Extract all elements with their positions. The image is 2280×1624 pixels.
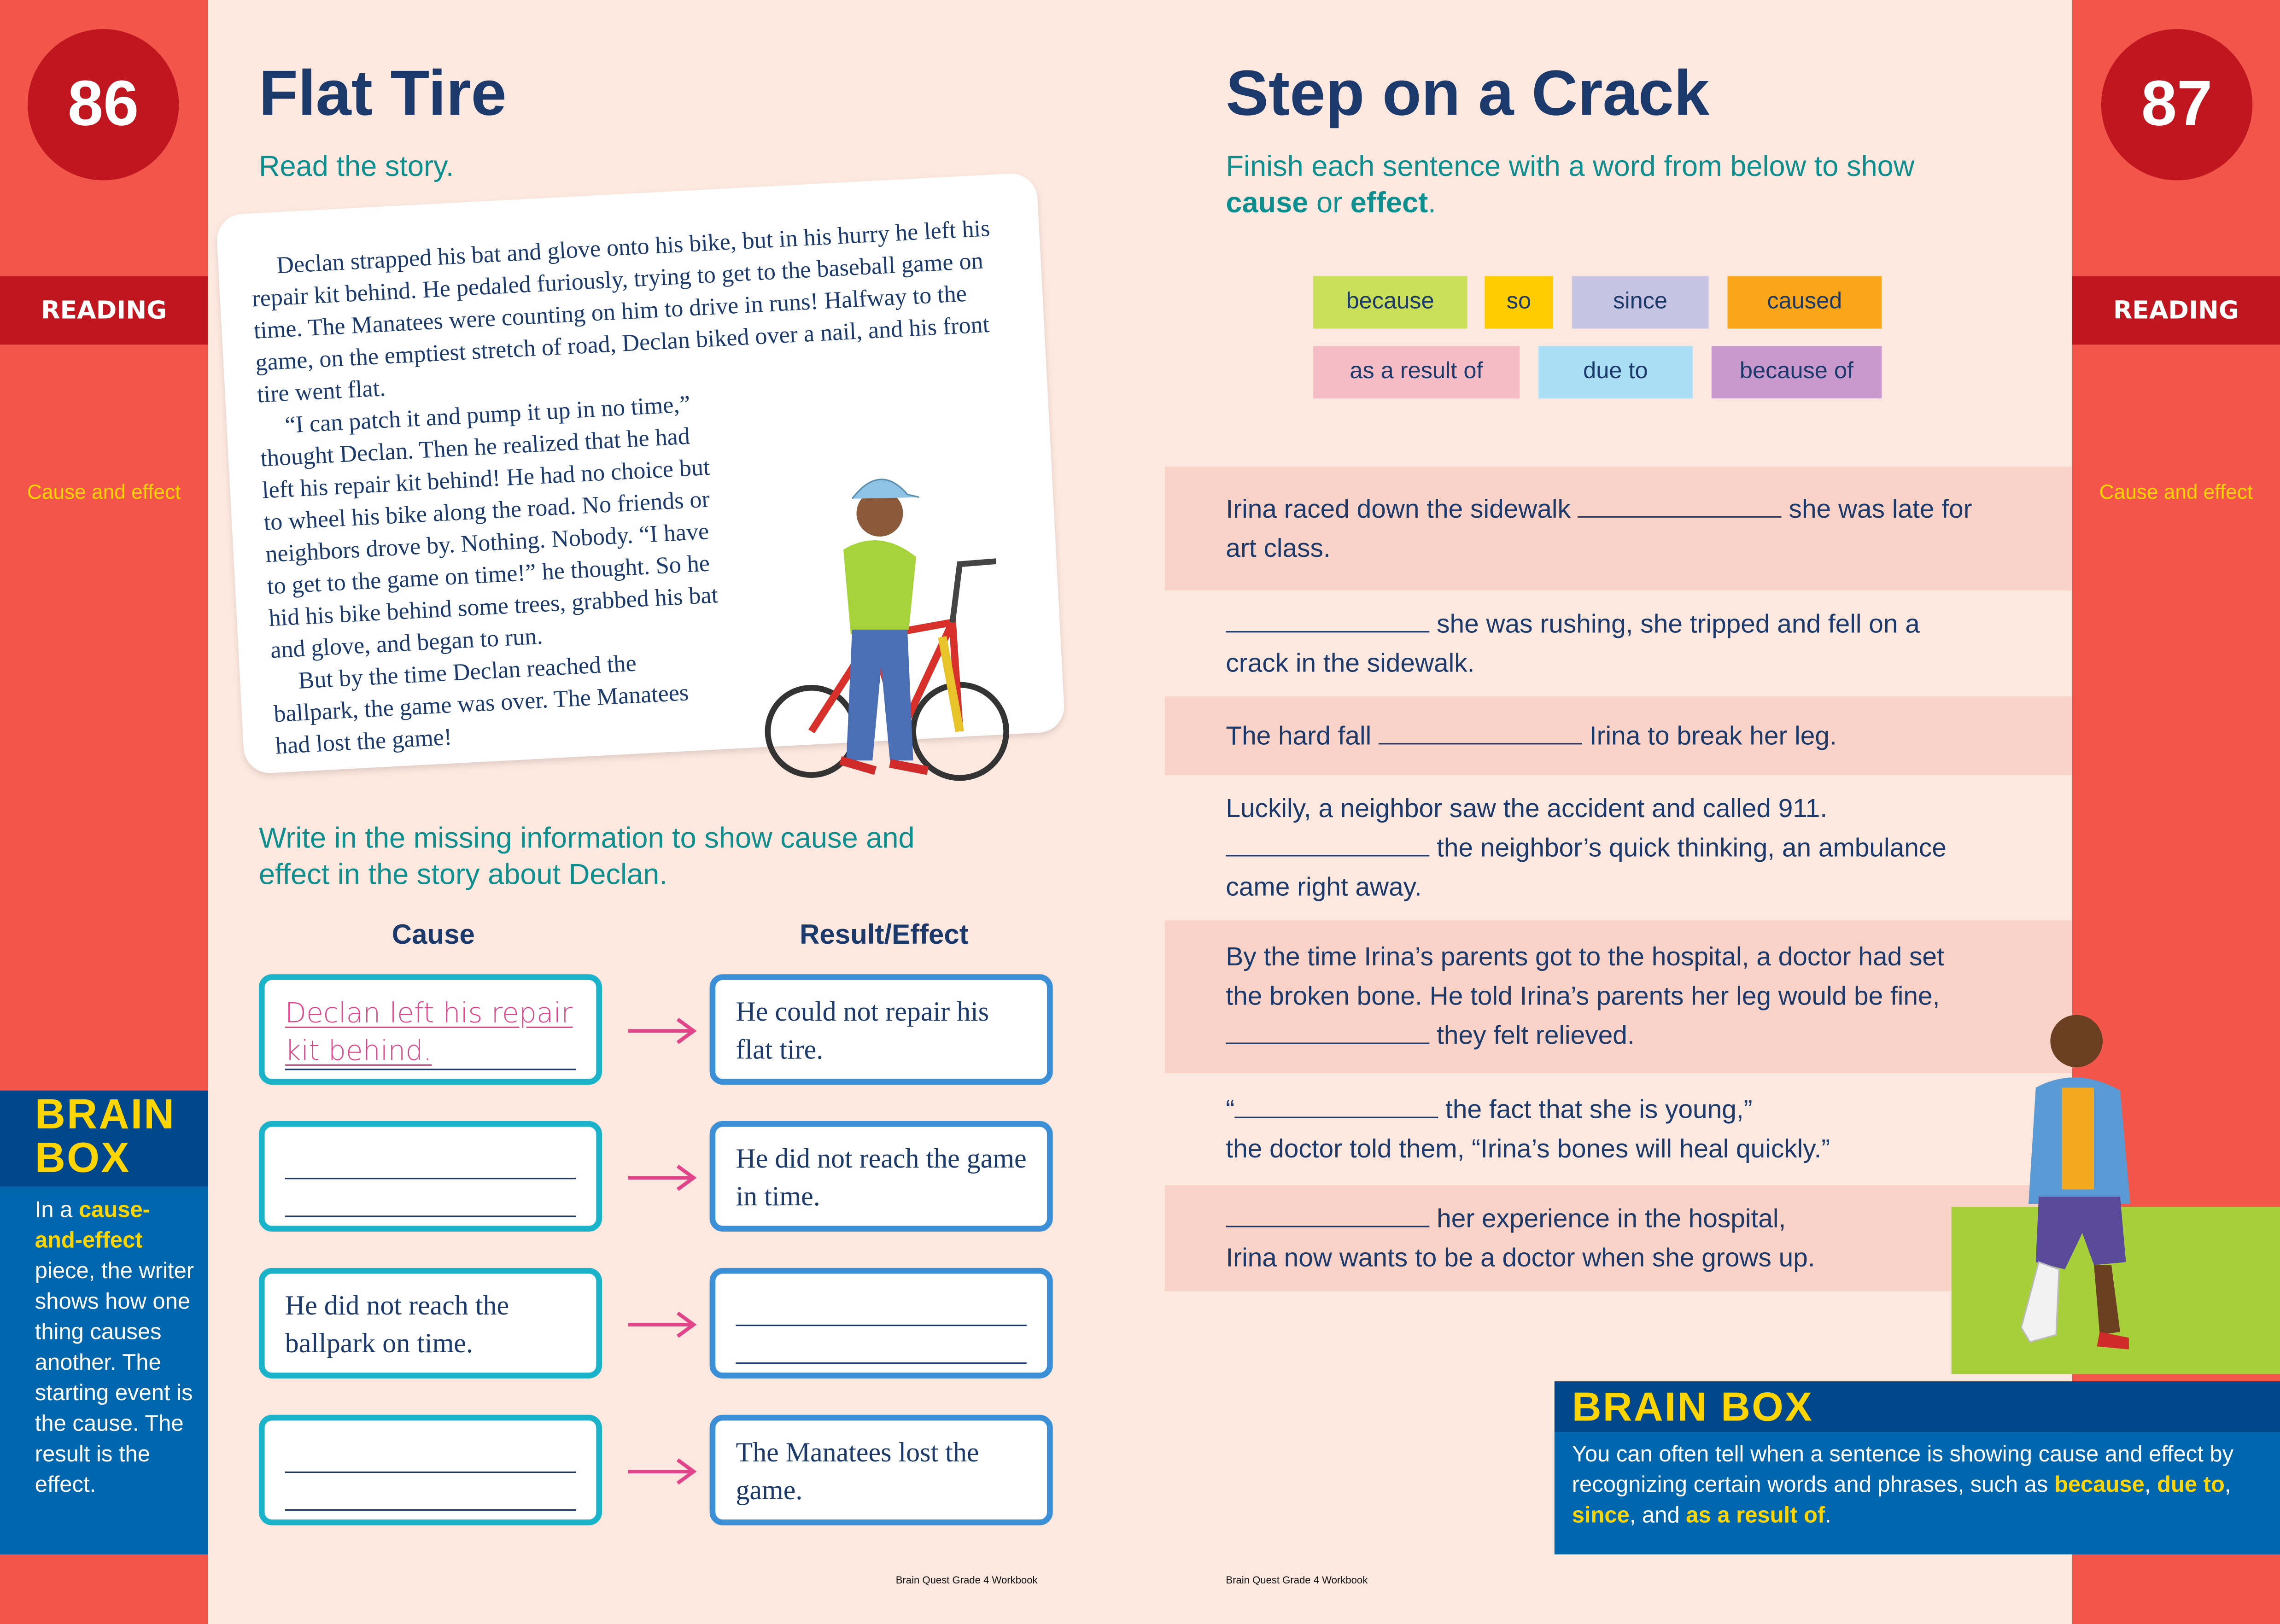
girl-with-cast-illustration — [1951, 1015, 2280, 1374]
word-chip-because-of: because of — [1711, 346, 1882, 399]
blank-5[interactable] — [1226, 1018, 1430, 1044]
boy-with-bike-illustration — [765, 479, 1009, 781]
brain-box-title-1: BRAIN — [35, 1092, 176, 1139]
arrow-right-icon — [628, 1458, 697, 1485]
sentence-1: Irina raced down the sidewalk she was la… — [1164, 467, 2072, 590]
word-instruction: Finish each sentence with a word from be… — [1226, 151, 1915, 220]
story-paragraph-1: Declan strapped his bat and glove onto h… — [251, 214, 991, 409]
word-chip-so: so — [1485, 276, 1553, 329]
arrow-right-icon — [628, 1017, 697, 1044]
arrow-right-icon — [628, 1311, 697, 1338]
topic-label-right: Cause and effect — [2099, 479, 2253, 503]
brain-box-title-2: BOX — [35, 1135, 131, 1182]
sentence-7: her experience in the hospital, Irina no… — [1164, 1185, 2072, 1291]
blank-6[interactable] — [1234, 1091, 1438, 1118]
sentence-4: Luckily, a neighbor saw the accident and… — [1226, 793, 1947, 901]
topic-label-left: Cause and effect — [27, 479, 181, 503]
page-title-left: Flat Tire — [258, 58, 507, 129]
story-paragraph-2: “I can patch it and pump it up in no tim… — [259, 390, 719, 664]
brain-box-left: BRAIN BOX In a cause-and-effect piece, t… — [0, 1090, 208, 1554]
word-chip-because: because — [1313, 276, 1467, 329]
arrow-right-icon — [628, 1164, 697, 1191]
cause-answer-1: Declan left his repair kit behind. — [285, 994, 576, 1070]
brain-box-right: BRAIN BOX You can often tell when a sent… — [1554, 1381, 2280, 1554]
cause-box-4[interactable] — [258, 1414, 602, 1525]
effect-box-1: He could not repair his flat tire. — [709, 974, 1053, 1085]
sentence-3: The hard fall Irina to break her leg. — [1164, 696, 2072, 775]
page-number-left: 86 — [27, 29, 179, 181]
effect-box-3[interactable] — [709, 1268, 1053, 1379]
brain-box-title-right: BRAIN BOX — [1554, 1381, 2280, 1432]
word-chip-as-a-result-of: as a result of — [1313, 346, 1520, 399]
blank-7[interactable] — [1226, 1200, 1430, 1227]
read-instruction: Read the story. — [258, 151, 454, 183]
sentence-2: she was rushing, she tripped and fell on… — [1165, 590, 2072, 696]
cause-box-1[interactable]: Declan left his repair kit behind. — [258, 974, 602, 1085]
word-chip-since: since — [1572, 276, 1709, 329]
section-label-right: READING — [2072, 276, 2280, 345]
sentence-6: “ the fact that she is young,” the docto… — [1165, 1073, 2072, 1185]
footer-right: Brain Quest Grade 4 Workbook — [1226, 1576, 1368, 1587]
brain-box-highlight: cause-and-effect — [35, 1198, 151, 1254]
exercise-instruction: Write in the missing information to show… — [258, 823, 915, 892]
blank-4[interactable] — [1226, 830, 1430, 856]
brain-box-text-post: piece, the writer shows how one thing ca… — [35, 1259, 194, 1498]
word-chip-due-to: due to — [1538, 346, 1693, 399]
blank-2[interactable] — [1226, 606, 1430, 632]
blank-1[interactable] — [1578, 491, 1782, 517]
cause-header: Cause — [392, 920, 475, 951]
section-label-left: READING — [0, 276, 208, 345]
effect-box-2: He did not reach the game in time. — [709, 1121, 1053, 1232]
word-chip-caused: caused — [1727, 276, 1882, 329]
sentence-5: By the time Irina’s parents got to the h… — [1164, 920, 2072, 1073]
cause-box-3: He did not reach the ballpark on time. — [258, 1268, 602, 1379]
blank-3[interactable] — [1379, 718, 1583, 744]
cause-box-2[interactable] — [258, 1121, 602, 1232]
page-title-right: Step on a Crack — [1226, 58, 1710, 129]
page-number-right: 87 — [2101, 29, 2253, 181]
effect-header: Result/Effect — [800, 920, 969, 951]
effect-box-4: The Manatees lost the game. — [709, 1414, 1053, 1525]
footer-left: Brain Quest Grade 4 Workbook — [895, 1576, 1038, 1587]
brain-box-text-right: You can often tell when a sentence is sh… — [1554, 1432, 2280, 1554]
brain-box-text-pre: In a — [35, 1198, 79, 1223]
